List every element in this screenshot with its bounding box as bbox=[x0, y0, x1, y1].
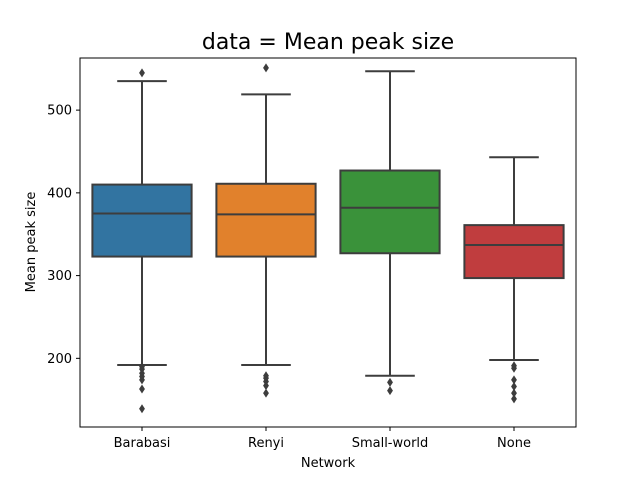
outlier-point bbox=[511, 381, 517, 391]
y-tick-label: 200 bbox=[47, 352, 72, 367]
outlier-point bbox=[511, 388, 517, 398]
x-tick-label: Renyi bbox=[248, 436, 284, 451]
outlier-point bbox=[263, 381, 269, 391]
axes-frame bbox=[79, 57, 577, 428]
outlier-point bbox=[139, 68, 145, 78]
x-axis-label: Network bbox=[301, 456, 356, 471]
x-tick-label: Barabasi bbox=[114, 436, 171, 451]
outlier-point bbox=[139, 404, 145, 414]
outlier-point bbox=[387, 377, 393, 387]
x-tick-label: Small-world bbox=[352, 436, 429, 451]
box-iqr bbox=[215, 182, 317, 258]
outlier-point bbox=[387, 386, 393, 396]
x-tick-label: None bbox=[497, 436, 531, 451]
chart-title: data = Mean peak size bbox=[202, 30, 454, 55]
box-group-renyi bbox=[215, 63, 317, 398]
box-group-none bbox=[463, 156, 565, 404]
y-tick-label: 500 bbox=[47, 104, 72, 119]
y-tick-label: 400 bbox=[47, 186, 72, 201]
outlier-point bbox=[139, 375, 145, 385]
y-axis-label: Mean peak size bbox=[24, 192, 39, 293]
y-axis: 200 300 400 500 bbox=[47, 104, 80, 367]
plot-area bbox=[91, 63, 565, 414]
y-tick-label: 300 bbox=[47, 269, 72, 284]
outlier-point bbox=[263, 63, 269, 73]
box-iqr bbox=[91, 183, 193, 258]
box-iqr bbox=[463, 224, 565, 280]
outlier-point bbox=[511, 394, 517, 404]
outlier-point bbox=[263, 388, 269, 398]
outlier-point bbox=[139, 384, 145, 394]
outlier-point bbox=[511, 375, 517, 385]
box-iqr bbox=[339, 169, 441, 255]
x-axis: Barabasi Renyi Small-world None bbox=[114, 427, 531, 451]
box-group-small-world bbox=[339, 70, 441, 396]
box-group-barabasi bbox=[91, 68, 193, 414]
outlier-point bbox=[511, 363, 517, 373]
